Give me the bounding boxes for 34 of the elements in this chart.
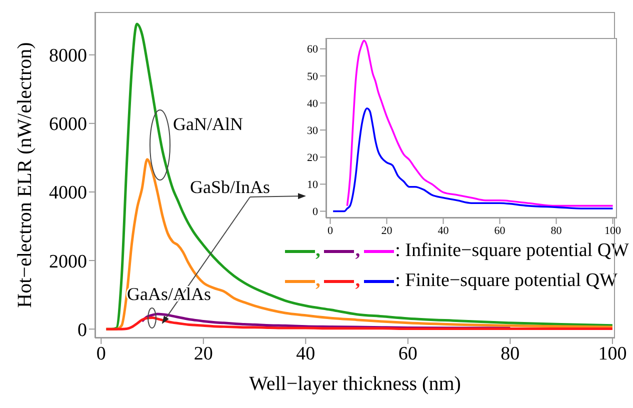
y-tick-label: 30 xyxy=(307,124,318,137)
y-tick-label: 6000 xyxy=(49,114,87,136)
annotation: GaN/AlN xyxy=(173,114,243,134)
annotation: : Finite−square potential QW xyxy=(395,269,618,293)
text: , xyxy=(316,270,320,291)
x-tick-label: 80 xyxy=(500,343,520,364)
x-tick-label: 100 xyxy=(598,343,627,364)
x-tick-label: 20 xyxy=(194,343,213,364)
x-tick-label: 0 xyxy=(96,343,106,364)
annotation: GaSb/InAs xyxy=(190,177,270,197)
y-tick-label: 0 xyxy=(312,206,318,218)
x-tick-label: 60 xyxy=(398,343,418,364)
y-tick-label: 60 xyxy=(307,44,318,56)
y-tick-label: 8000 xyxy=(49,46,87,67)
y-tick-label: 0 xyxy=(78,320,87,341)
x-tick-label: 20 xyxy=(381,224,393,237)
x-tick-label: 80 xyxy=(550,224,562,237)
annotation: : Infinite−square potential QW xyxy=(395,239,629,263)
x-tick-label: 0 xyxy=(327,224,334,237)
y-tick-label: 40 xyxy=(307,98,318,110)
y-tick-label: 50 xyxy=(307,70,318,83)
x-tick-label: 100 xyxy=(604,224,622,237)
annotation: , xyxy=(316,239,320,263)
x-tick-label: 40 xyxy=(438,224,450,237)
x-axis-title: Well−layer thickness (nm) xyxy=(249,373,461,395)
text: , xyxy=(355,240,360,261)
y-tick-label: 10 xyxy=(307,179,318,192)
text: , xyxy=(355,270,360,291)
y-tick-label: 4000 xyxy=(49,182,87,204)
y-tick-label: 2000 xyxy=(49,251,87,272)
x-tick-label: 60 xyxy=(494,224,506,237)
line-series xyxy=(332,107,614,212)
y-axis-title: Hot−electron ELR (nW/electron) xyxy=(14,42,36,308)
y-tick-label: 20 xyxy=(307,152,318,164)
